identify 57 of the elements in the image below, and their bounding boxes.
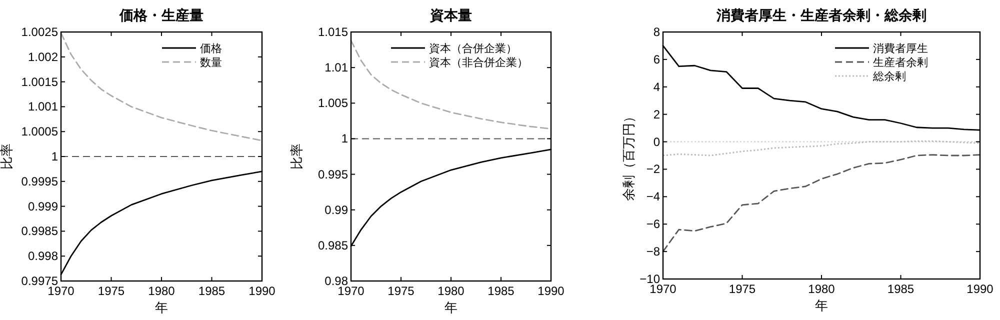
x-tick-label: 1975 [98, 284, 125, 298]
line-series [60, 32, 263, 142]
y-axis-title: 余剰（百万円） [621, 110, 636, 201]
y-tick-label: −2 [646, 162, 660, 176]
chart-title: 資本量 [429, 7, 472, 23]
y-tick-label: 0.999 [28, 199, 58, 214]
legend-label: 資本（合併企業） [429, 42, 517, 55]
y-tick-label: 0.9995 [21, 174, 58, 188]
y-tick-label: 6 [653, 52, 660, 66]
y-tick-label: 0.998 [28, 249, 58, 264]
legend-label: 価格 [200, 43, 222, 55]
y-tick-label: 1.0005 [21, 124, 58, 139]
x-axis-title: 年 [815, 298, 828, 313]
y-tick-label: 1.002 [28, 50, 58, 64]
legend-label: 資本（非合併企業） [429, 56, 528, 69]
y-tick-label: 1.001 [28, 100, 58, 114]
x-tick-label: 1990 [248, 284, 276, 298]
y-tick-label: 0.9985 [21, 224, 58, 238]
y-tick-label: 1.0025 [21, 25, 58, 39]
legend-label: 総余剰 [872, 71, 906, 83]
x-tick-label: 1985 [488, 284, 515, 298]
y-tick-label: 1.0015 [21, 74, 58, 89]
y-tick-label: 1.005 [318, 96, 348, 110]
line-series [662, 140, 981, 156]
y-axis-title: 比率 [0, 144, 14, 170]
x-tick-label: 1980 [808, 282, 836, 296]
x-axis-title: 年 [155, 300, 168, 315]
y-tick-label: 0.985 [318, 238, 348, 252]
x-tick-label: 1980 [438, 284, 465, 298]
y-tick-label: −6 [646, 217, 660, 232]
x-tick-label: 1975 [388, 284, 415, 298]
legend-label: 生産者余剰 [873, 56, 928, 69]
line-series [662, 154, 981, 252]
x-tick-label: 1975 [728, 282, 756, 296]
y-tick-label: 1 [51, 150, 58, 164]
y-tick-label: 2 [653, 107, 660, 122]
legend-label: 数量 [200, 57, 222, 69]
x-tick-label: 1990 [538, 284, 565, 298]
chart-title: 消費者厚生・生産者余剰・総余剰 [716, 7, 926, 23]
y-tick-label: 0 [653, 134, 660, 149]
y-tick-label: −8 [646, 244, 660, 259]
y-tick-label: 8 [653, 25, 660, 39]
y-tick-label: 1.01 [324, 60, 348, 75]
y-tick-label: 0.995 [318, 167, 348, 182]
chart-title: 価格・生産量 [118, 7, 204, 23]
y-tick-label: 1 [341, 132, 348, 146]
x-tick-label: 1985 [887, 282, 914, 296]
legend-label: 消費者厚生 [873, 42, 928, 55]
x-axis-title: 年 [444, 300, 458, 315]
x-tick-label: 1980 [148, 284, 176, 298]
x-tick-label: 1990 [966, 282, 994, 296]
x-tick-label: 1985 [198, 284, 226, 298]
y-tick-label: 1.015 [318, 25, 348, 39]
y-tick-label: 0.99 [324, 202, 348, 217]
y-axis-title: 比率 [289, 144, 304, 170]
y-tick-label: −4 [646, 190, 660, 204]
y-tick-label: 4 [653, 80, 660, 94]
